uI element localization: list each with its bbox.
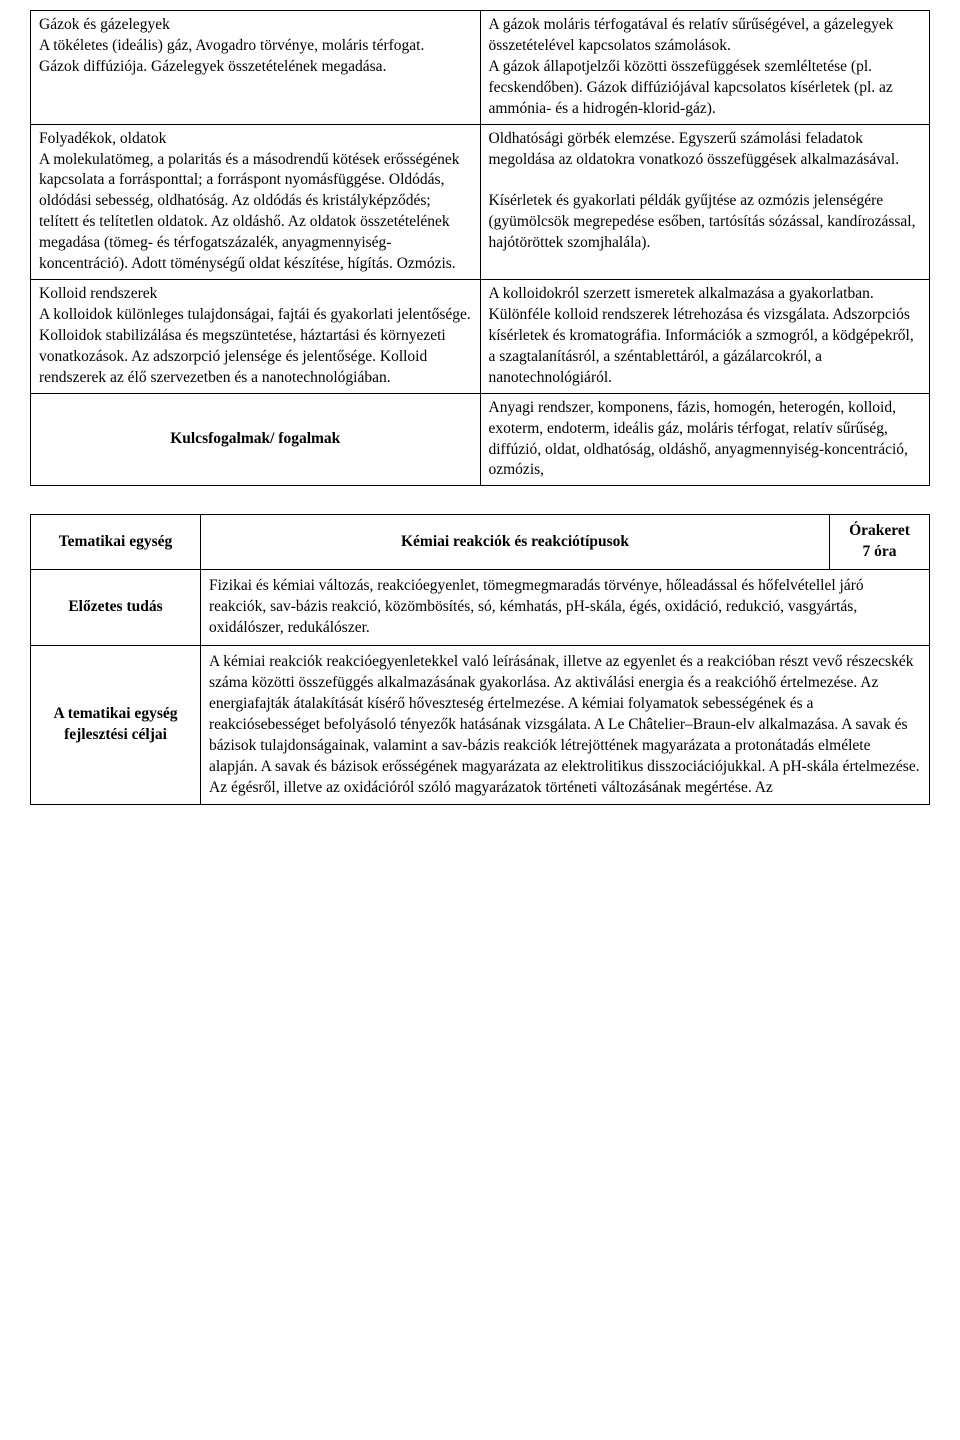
row-3-right: A kolloidokról szerzett ismeretek alkalm… xyxy=(480,280,930,394)
row-1-right: A gázok moláris térfogatával és relatív … xyxy=(480,11,930,125)
row-2-right: Oldhatósági görbék elemzése. Egyszerű sz… xyxy=(480,124,930,279)
tematikai-egyseg-label: Tematikai egység xyxy=(31,515,201,570)
row-2-left: Folyadékok, oldatok A molekulatömeg, a p… xyxy=(31,124,481,279)
orakeret-cell: Órakeret 7 óra xyxy=(830,515,930,570)
content-table-2: Tematikai egység Kémiai reakciók és reak… xyxy=(30,514,930,805)
row-3-left: Kolloid rendszerek A kolloidok különlege… xyxy=(31,280,481,394)
kulcsfogalmak-text: Anyagi rendszer, komponens, fázis, homog… xyxy=(480,393,930,486)
fejlesztesi-celjai-text: A kémiai reakciók reakcióegyenletekkel v… xyxy=(201,645,930,804)
tematikai-egyseg-title: Kémiai reakciók és reakciótípusok xyxy=(201,515,830,570)
content-table-1: Gázok és gázelegyek A tökéletes (ideális… xyxy=(30,10,930,486)
kulcsfogalmak-label: Kulcsfogalmak/ fogalmak xyxy=(31,393,481,486)
orakeret-label: Órakeret xyxy=(849,522,910,539)
fejlesztesi-celjai-label: A tematikai egység fejlesztési céljai xyxy=(31,645,201,804)
orakeret-value: 7 óra xyxy=(862,543,896,560)
elozetes-tudas-label: Előzetes tudás xyxy=(31,570,201,646)
elozetes-tudas-text: Fizikai és kémiai változás, reakcióegyen… xyxy=(201,570,930,646)
row-1-left: Gázok és gázelegyek A tökéletes (ideális… xyxy=(31,11,481,125)
